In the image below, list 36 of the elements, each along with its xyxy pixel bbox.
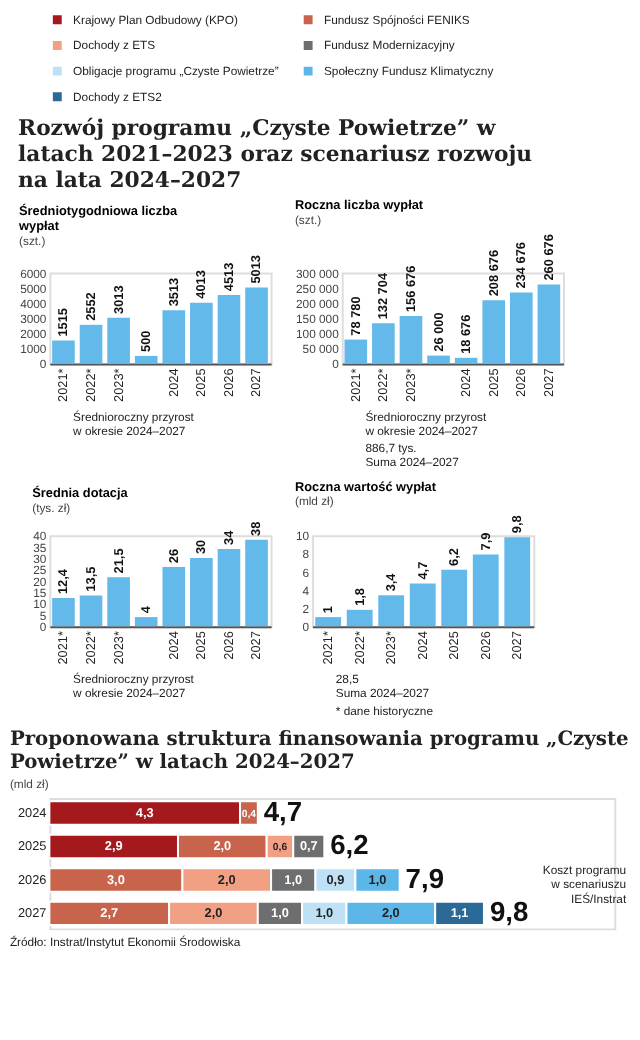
bar xyxy=(190,558,213,627)
bar xyxy=(162,567,186,627)
bar xyxy=(190,302,213,364)
bar xyxy=(409,583,436,627)
bar xyxy=(217,548,241,627)
bar xyxy=(344,339,368,364)
bar xyxy=(372,323,395,364)
bar xyxy=(472,554,499,627)
chart-title: Rozwój programu „Czyste Powietrze” w latach 2021–2023 oraz scenariusz rozwoju na lata 2024–2027 xyxy=(18,115,533,193)
bar xyxy=(399,316,423,364)
bar xyxy=(482,300,506,364)
total-label: 6,2 xyxy=(330,828,370,861)
bar xyxy=(346,609,373,627)
total-label: 9,8 xyxy=(489,895,529,928)
bar xyxy=(245,539,268,627)
bar xyxy=(441,569,468,627)
total-label: 7,9 xyxy=(405,861,445,894)
bar xyxy=(315,617,342,627)
bar xyxy=(52,340,75,364)
bar xyxy=(52,598,75,627)
chart-title: Proponowana struktura finansowania programu „Czyste Powietrze” w latach 2024–2027 xyxy=(9,728,629,775)
bar xyxy=(427,355,450,364)
bar xyxy=(79,595,103,627)
bar xyxy=(504,537,531,627)
bar xyxy=(107,317,130,364)
bar xyxy=(217,295,241,364)
bar xyxy=(537,284,561,364)
total-label: 4,7 xyxy=(263,794,303,827)
bar xyxy=(134,617,158,627)
bar xyxy=(162,310,186,364)
bar xyxy=(510,292,533,364)
bar xyxy=(245,287,268,364)
bar xyxy=(107,577,130,627)
bar xyxy=(79,324,103,364)
bar xyxy=(134,355,158,364)
bar xyxy=(378,595,405,627)
